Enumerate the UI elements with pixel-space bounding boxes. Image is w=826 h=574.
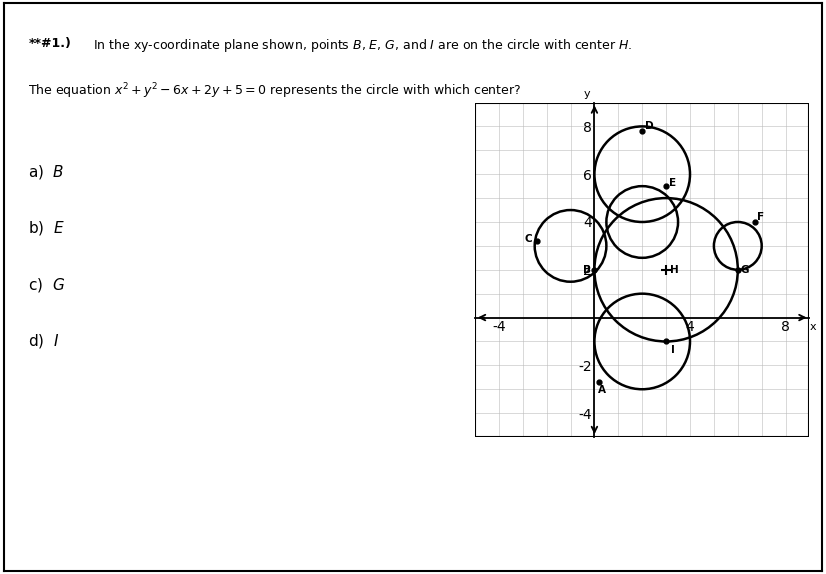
Text: A: A	[597, 386, 605, 395]
Text: H: H	[670, 265, 679, 275]
Text: b)  $E$: b) $E$	[28, 219, 65, 238]
Text: In the xy-coordinate plane shown, points $B$, $E$, $G$, and $I$ are on the circl: In the xy-coordinate plane shown, points…	[93, 37, 633, 54]
Text: x: x	[809, 322, 816, 332]
Text: d)  $I$: d) $I$	[28, 332, 60, 350]
Text: B: B	[583, 265, 591, 275]
Text: c)  $G$: c) $G$	[28, 276, 65, 294]
Text: y: y	[584, 89, 591, 99]
Text: G: G	[741, 265, 749, 275]
Text: I: I	[672, 345, 675, 355]
Text: F: F	[757, 212, 764, 222]
Text: C: C	[525, 234, 533, 244]
Text: D: D	[645, 122, 653, 131]
Text: The equation $x^2 + y^2 - 6x + 2y + 5 = 0$ represents the circle with which cent: The equation $x^2 + y^2 - 6x + 2y + 5 = …	[28, 82, 522, 101]
Text: E: E	[668, 177, 676, 188]
Text: **#1.): **#1.)	[28, 37, 71, 50]
Text: a)  $B$: a) $B$	[28, 163, 65, 181]
